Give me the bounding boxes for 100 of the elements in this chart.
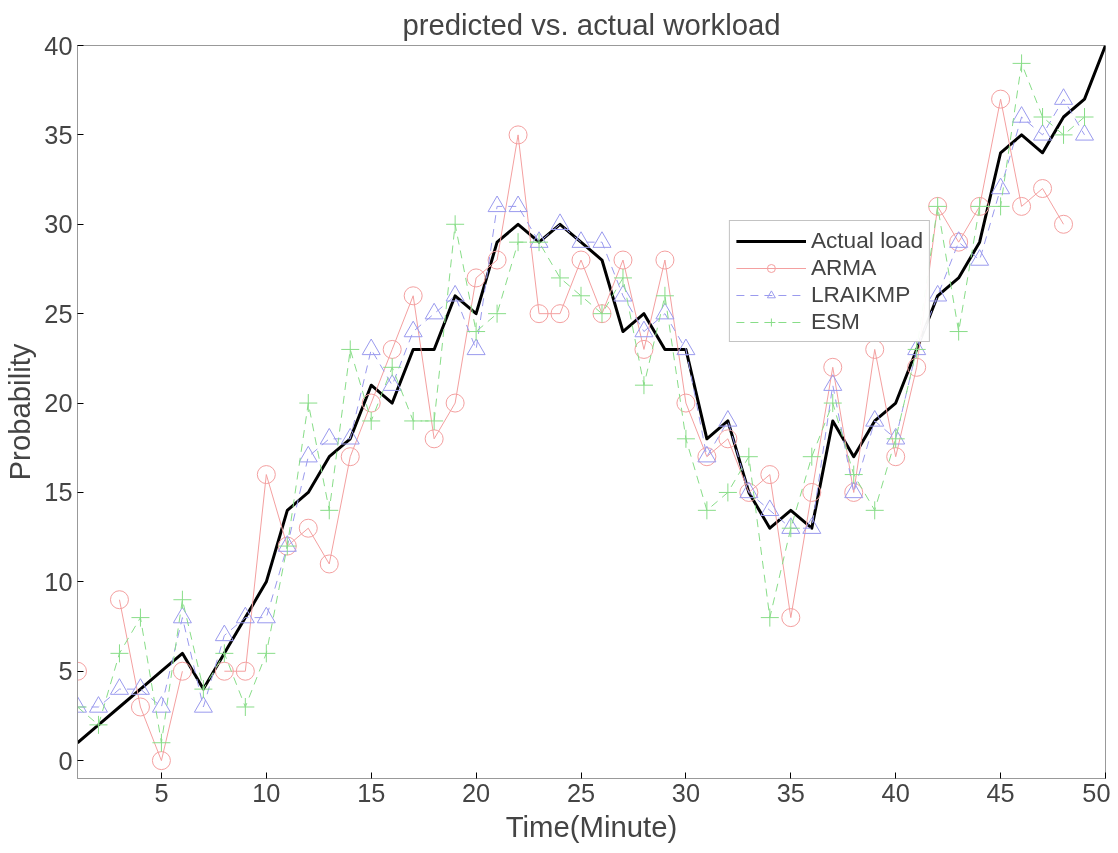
point <box>361 411 381 431</box>
chart-title: predicted vs. actual workload <box>402 7 781 41</box>
point <box>886 447 906 467</box>
y-tick-label: 10 <box>44 567 73 596</box>
point <box>487 250 507 270</box>
point <box>508 125 528 145</box>
y-tick-label: 25 <box>44 299 73 328</box>
point <box>1075 107 1095 127</box>
point <box>298 518 318 538</box>
point <box>1054 125 1074 145</box>
point <box>466 268 486 288</box>
point <box>760 465 780 485</box>
y-tick-label: 30 <box>44 210 73 239</box>
y-axis-title: Probability <box>3 343 37 481</box>
point <box>193 679 213 699</box>
point <box>865 500 885 520</box>
point <box>214 661 234 681</box>
point <box>718 429 738 449</box>
point <box>319 500 339 520</box>
point <box>109 590 129 610</box>
point <box>718 482 738 502</box>
point <box>1012 196 1032 216</box>
x-tick-label: 40 <box>881 778 910 807</box>
y-tick-label: 15 <box>44 478 73 507</box>
point <box>88 715 108 735</box>
x-axis-title: Time(Minute) <box>505 809 678 843</box>
point <box>214 643 234 663</box>
point <box>529 304 549 324</box>
point <box>844 465 864 485</box>
legend-label: Actual load <box>810 227 923 254</box>
point <box>298 393 318 413</box>
point <box>340 339 360 359</box>
point <box>571 250 591 270</box>
point <box>361 393 381 413</box>
point <box>802 482 822 502</box>
point <box>613 250 633 270</box>
point <box>130 697 150 717</box>
point <box>424 429 444 449</box>
point <box>802 447 822 467</box>
point <box>256 465 276 485</box>
point <box>571 286 591 306</box>
point <box>466 322 486 342</box>
point <box>550 268 570 288</box>
point <box>151 751 171 771</box>
point <box>634 375 654 395</box>
point <box>991 196 1011 216</box>
point <box>508 232 528 252</box>
point <box>1033 179 1053 199</box>
point <box>823 357 843 377</box>
legend-label: LRAIKMP <box>810 281 911 308</box>
point <box>1033 107 1053 127</box>
point <box>340 447 360 467</box>
point <box>655 286 675 306</box>
x-tick-label: 15 <box>357 778 386 807</box>
x-tick-label: 30 <box>671 778 701 807</box>
x-tick-label: 20 <box>462 778 491 807</box>
point <box>1054 214 1074 234</box>
x-tick-label: 35 <box>776 778 805 807</box>
point <box>760 608 780 628</box>
x-tick-label: 10 <box>252 778 281 807</box>
point <box>886 429 906 449</box>
point <box>676 393 696 413</box>
point <box>991 89 1011 109</box>
point <box>382 357 402 377</box>
x-tick-label: 25 <box>566 778 596 807</box>
point <box>151 733 171 753</box>
point <box>634 339 654 359</box>
point <box>235 697 255 717</box>
point <box>256 643 276 663</box>
y-tick-label: 0 <box>58 746 73 775</box>
legend-label: ESM <box>810 308 860 335</box>
point <box>382 339 402 359</box>
x-tick-label: 45 <box>986 778 1015 807</box>
point <box>697 500 717 520</box>
x-tick-label: 50 <box>1082 778 1111 807</box>
y-tick-label: 5 <box>58 657 73 686</box>
point <box>739 447 759 467</box>
point <box>130 608 150 628</box>
y-tick-label: 20 <box>44 389 73 418</box>
legend-label: ARMA <box>810 254 877 281</box>
x-tick-label: 5 <box>154 778 169 807</box>
point <box>235 661 255 681</box>
y-tick-label: 40 <box>44 31 73 60</box>
point <box>781 608 801 628</box>
point <box>445 214 465 234</box>
point <box>1012 53 1032 73</box>
point <box>613 268 633 288</box>
point <box>949 322 969 342</box>
point <box>424 411 444 431</box>
point <box>445 393 465 413</box>
point <box>319 554 339 574</box>
point <box>403 286 423 306</box>
point <box>109 643 129 663</box>
point <box>172 661 192 681</box>
point <box>655 250 675 270</box>
point <box>676 429 696 449</box>
point <box>907 357 927 377</box>
point <box>865 339 885 359</box>
point <box>823 393 843 413</box>
point <box>550 304 570 324</box>
